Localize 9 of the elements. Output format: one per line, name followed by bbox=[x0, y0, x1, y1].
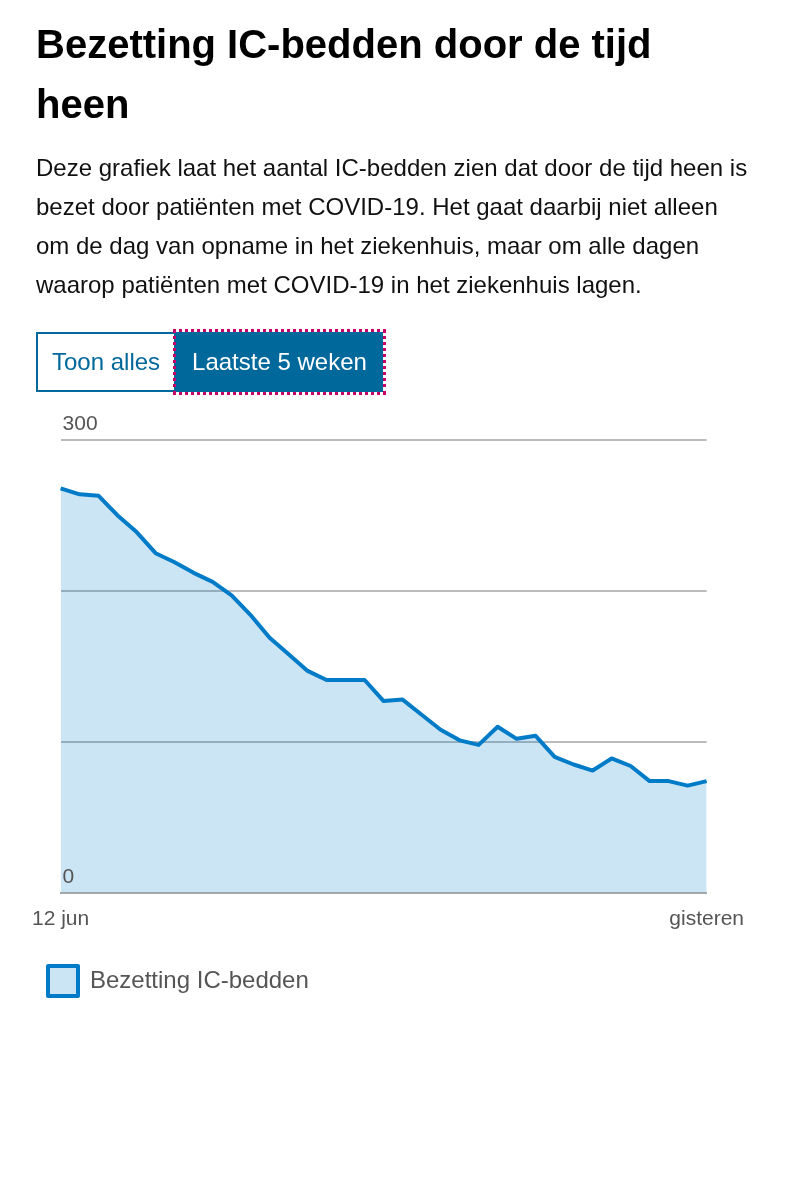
legend-label: Bezetting IC-bedden bbox=[90, 965, 309, 993]
x-tick-label: gisteren bbox=[669, 906, 744, 930]
toggle-button: Toon alles bbox=[36, 332, 177, 392]
chart-subtitle: Deze grafiek laat het aantal IC-bedden zien dat door de tijd heen is bezet door patiënten met COVID-19. Het gaat daarbij niet alleen om de dag van opname in het ziekenhuis, maar om alle dagen waarop patiënten met COVID-19 in het ziekenhuis lagen. bbox=[36, 153, 748, 300]
y-tick-label: 300 bbox=[62, 410, 98, 434]
y-tick-label: 0 bbox=[62, 863, 75, 887]
x-tick-label: 12 jun bbox=[32, 906, 90, 930]
chart-title: Bezetting IC-bedden door de tijd heen bbox=[36, 21, 653, 128]
selected-toggle-button: Laatste 5 weken bbox=[176, 332, 383, 392]
